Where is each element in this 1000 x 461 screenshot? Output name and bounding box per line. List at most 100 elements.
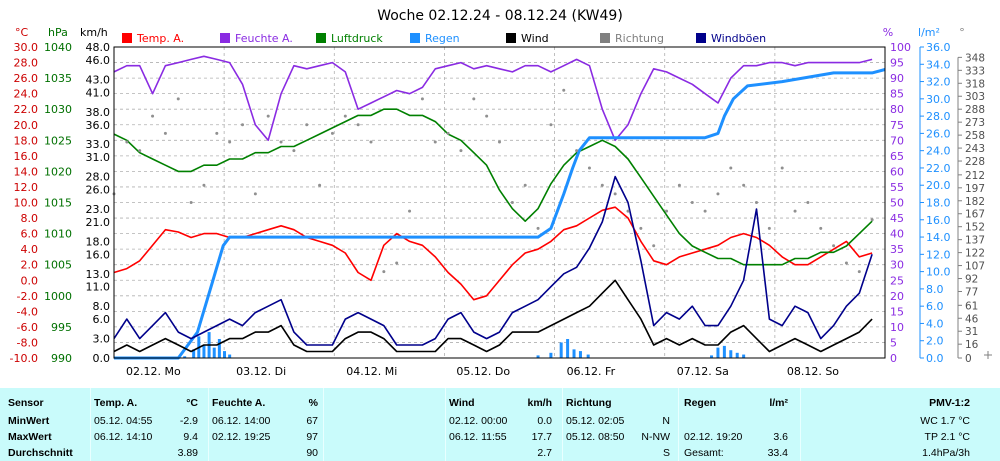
humidity-tick-label: 25 <box>890 274 904 287</box>
direction-tick-label: 16 <box>965 339 979 351</box>
direction-point <box>626 209 630 213</box>
direction-point <box>151 114 155 118</box>
dir-min: N <box>662 415 670 427</box>
humidity-tick-label: 20 <box>890 290 904 303</box>
temp-tick-label: 18.0 <box>14 134 39 147</box>
direction-point <box>716 192 720 196</box>
rain-bar <box>212 347 216 358</box>
direction-tick-label: 77 <box>965 286 978 298</box>
pressure-tick-label: 990 <box>51 352 72 365</box>
humidity-tick-label: 15 <box>890 305 904 318</box>
direction-point <box>215 131 219 135</box>
temp-max: 9.4 <box>183 431 198 443</box>
rain-bar <box>722 345 726 358</box>
humidity-tick-label: 10 <box>890 321 904 334</box>
rain-tick-label: 20.0 <box>926 179 951 192</box>
rain-tick-label: 8.0 <box>926 283 944 296</box>
x-tick-label: 02.12. Mo <box>126 365 181 378</box>
legend-label: Richtung <box>615 32 664 45</box>
x-tick-label: 03.12. Di <box>236 365 286 378</box>
wind-tick-label: 21.0 <box>86 216 111 229</box>
direction-point <box>279 140 283 144</box>
humidity-tick-label: 90 <box>890 72 904 85</box>
legend-label: Feuchte A. <box>235 32 293 45</box>
direction-tick-label: 167 <box>965 209 985 221</box>
direction-point <box>562 88 566 92</box>
wind-min-time: 02.12. 00:00 <box>449 415 508 427</box>
direction-tick-label: 152 <box>965 222 985 234</box>
direction-point <box>228 140 232 144</box>
direction-point <box>510 201 514 204</box>
direction-tick-label: 182 <box>965 196 985 208</box>
wind-tick-label: 13.0 <box>86 268 111 281</box>
direction-point <box>755 201 758 204</box>
humidity-tick-label: 80 <box>890 103 904 116</box>
wind-tick-label: 31.0 <box>86 151 111 164</box>
legend-swatch <box>122 33 132 43</box>
pressure-tick-label: 1040 <box>44 41 72 54</box>
direction-point <box>446 131 450 135</box>
rain-title: Regen <box>684 397 717 409</box>
wind-chill: WC 1.7 °C <box>920 415 970 427</box>
plot-area <box>112 55 886 360</box>
direction-point <box>369 140 373 144</box>
direction-point <box>292 149 296 153</box>
pressure-tick-label: 1030 <box>44 103 72 116</box>
hum-avg: 90 <box>306 447 318 459</box>
humidity-tick-label: 55 <box>890 181 904 194</box>
rain-tick-label: 26.0 <box>926 127 951 140</box>
rain-tick-label: 28.0 <box>926 110 951 123</box>
humidity-tick-label: 95 <box>890 57 904 70</box>
wind-avg: 2.7 <box>537 447 552 459</box>
humidity-tick-label: 65 <box>890 150 904 163</box>
temp-unit: °C <box>186 397 198 409</box>
wind-unit: km/h <box>527 397 552 409</box>
rain-bar <box>742 354 746 358</box>
zoom-icon <box>984 351 992 359</box>
direction-point <box>408 209 412 213</box>
direction-point <box>433 140 437 144</box>
chart-grid <box>114 46 885 359</box>
x-tick-label: 07.12. Sa <box>677 365 729 378</box>
rain-bar <box>716 347 720 358</box>
rain-bar <box>192 349 196 358</box>
temp-min: -2.9 <box>179 415 198 427</box>
direction-point <box>163 131 167 135</box>
direction-point <box>767 226 771 230</box>
dir-avg: S <box>662 447 670 459</box>
avg-row-label: Durchschnitt <box>8 447 73 459</box>
direction-point <box>356 123 360 127</box>
rain-bar <box>710 355 714 358</box>
humidity-tick-label: 45 <box>890 212 904 225</box>
wind-tick-label: 8.0 <box>93 300 111 313</box>
wind-title: Wind <box>449 397 475 409</box>
legend-swatch <box>220 33 230 43</box>
direction-point <box>498 140 501 144</box>
pressure-tick-label: 1035 <box>44 72 72 85</box>
temp-tick-label: -6.0 <box>17 321 38 334</box>
x-tick-label: 04.12. Mi <box>346 365 397 378</box>
x-tick-label: 05.12. Do <box>456 365 510 378</box>
direction-point <box>587 166 591 170</box>
plot-frame <box>113 46 886 359</box>
hum-min-time: 06.12. 14:00 <box>212 415 271 427</box>
direction-point <box>176 97 180 101</box>
humidity-tick-label: 60 <box>890 165 904 178</box>
rain-tick-label: 22.0 <box>926 162 951 175</box>
humidity-tick-label: 100 <box>890 41 911 54</box>
wind-tick-label: 18.0 <box>86 235 111 248</box>
rain-tick-label: 12.0 <box>926 248 951 261</box>
temp-tick-label: 10.0 <box>14 197 39 210</box>
direction-point <box>665 209 669 213</box>
temp-tick-label: 28.0 <box>14 57 39 70</box>
legend-label: Luftdruck <box>331 32 383 45</box>
direction-tick-label: 212 <box>965 170 985 182</box>
temp-tick-label: 22.0 <box>14 103 39 116</box>
humidity-tick-label: 30 <box>890 259 904 272</box>
rain-bar <box>578 351 582 358</box>
direction-point <box>266 114 270 118</box>
temp-tick-label: 0.0 <box>21 274 39 287</box>
direction-tick-label: 0 <box>965 353 972 365</box>
temp-tick-label: 2.0 <box>21 259 39 272</box>
direction-point <box>536 226 540 230</box>
